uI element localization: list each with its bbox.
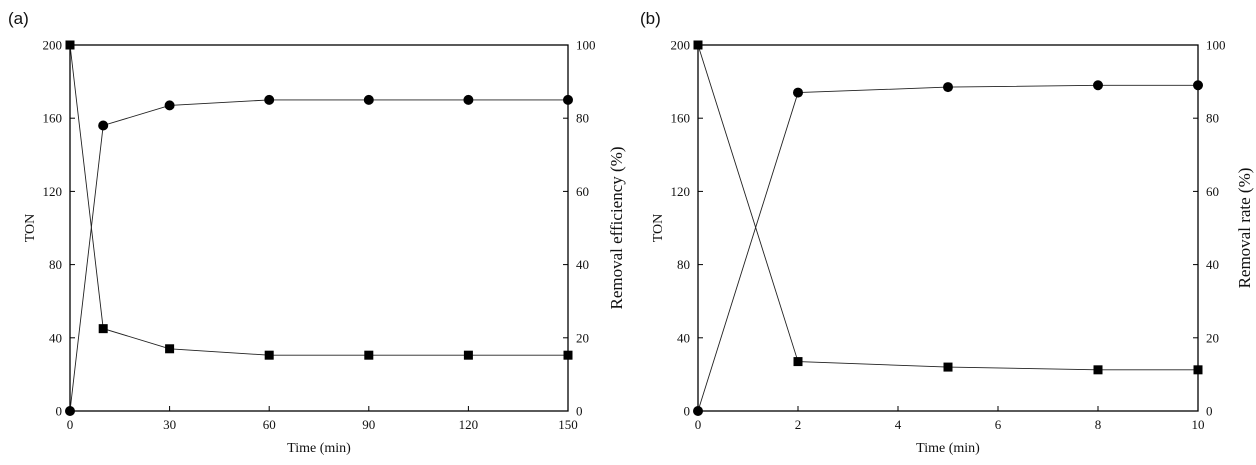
circle-marker	[98, 120, 109, 131]
series-line	[697, 84, 1198, 412]
square-marker	[693, 40, 703, 50]
x-tick-label: 8	[1095, 417, 1102, 432]
y-left-tick-label: 160	[671, 111, 691, 126]
x-tick-label: 0	[695, 417, 702, 432]
series-line	[697, 44, 1198, 371]
x-tick-label: 150	[558, 417, 578, 432]
series-ton	[693, 40, 1203, 375]
series-ton	[65, 40, 573, 360]
square-marker	[563, 350, 573, 360]
x-tick-label: 10	[1192, 417, 1205, 432]
square-marker	[1093, 365, 1103, 375]
y-left-tick-label: 80	[49, 257, 62, 272]
circle-marker	[1193, 80, 1203, 91]
plot-frame	[697, 44, 1199, 412]
chart-panel-b: (b)0 2 4 6 8 1004080120160200020406080100Time…	[640, 9, 1254, 456]
y-left-tick-label: 40	[677, 330, 690, 345]
y-right-tick-label: 20	[1206, 330, 1219, 345]
y-right-tick-label: 40	[576, 257, 589, 272]
panel-label: (a)	[8, 9, 29, 28]
circle-marker	[65, 406, 75, 416]
y-left-tick-label: 200	[43, 38, 63, 53]
circle-marker	[563, 94, 573, 105]
circle-marker	[264, 94, 275, 105]
x-tick-label: 6	[995, 417, 1002, 432]
plot-frame	[69, 44, 569, 412]
square-marker	[1193, 365, 1203, 375]
y-left-tick-label: 0	[56, 404, 63, 419]
x-axis-title: Time (min)	[916, 441, 980, 456]
circle-marker	[463, 94, 474, 105]
square-marker	[793, 357, 803, 367]
chart-panel-a: (a)0 30 60 90 120 150040801201602000204060801…	[8, 9, 626, 456]
y-right-tick-label: 80	[1206, 111, 1219, 126]
y-left-tick-label: 0	[684, 404, 691, 419]
y-left-tick-label: 120	[671, 184, 691, 199]
x-tick-label: 90	[362, 417, 375, 432]
circle-marker	[693, 406, 703, 416]
x-axis-title: Time (min)	[287, 441, 351, 456]
y-left-axis-title: TON	[23, 214, 38, 243]
square-marker	[364, 350, 374, 360]
y-left-axis-title: TON	[651, 214, 666, 243]
panel-label: (b)	[640, 9, 661, 28]
x-tick-label: 30	[163, 417, 176, 432]
x-tick-label: 60	[263, 417, 276, 432]
circle-marker	[793, 87, 803, 98]
y-right-tick-label: 40	[1206, 257, 1219, 272]
y-left-tick-label: 160	[43, 111, 63, 126]
series-removal	[693, 80, 1203, 416]
series-line	[69, 99, 568, 412]
y-right-tick-label: 60	[1206, 184, 1219, 199]
y-left-tick-label: 120	[43, 184, 63, 199]
circle-marker	[1093, 80, 1103, 91]
y-right-tick-label: 60	[576, 184, 589, 199]
square-marker	[165, 344, 175, 354]
y-right-tick-label: 0	[576, 404, 583, 419]
y-left-tick-label: 40	[49, 330, 62, 345]
y-right-tick-label: 20	[576, 330, 589, 345]
x-tick-label: 2	[795, 417, 802, 432]
y-right-axis-title: Removal efficiency (%)	[607, 146, 626, 309]
y-right-tick-label: 100	[576, 38, 596, 53]
square-marker	[98, 324, 108, 334]
series-line	[69, 44, 568, 356]
square-marker	[65, 40, 75, 50]
y-right-tick-label: 80	[576, 111, 589, 126]
y-right-axis-title: Removal rate (%)	[1235, 168, 1254, 289]
x-tick-label: 0	[67, 417, 74, 432]
y-left-tick-label: 80	[677, 257, 690, 272]
y-right-tick-label: 100	[1206, 38, 1226, 53]
square-marker	[943, 362, 953, 372]
y-right-tick-label: 0	[1206, 404, 1213, 419]
square-marker	[264, 350, 274, 360]
x-tick-label: 4	[895, 417, 902, 432]
square-marker	[463, 350, 473, 360]
x-tick-label: 120	[459, 417, 479, 432]
series-removal	[65, 94, 573, 416]
circle-marker	[943, 82, 953, 93]
y-left-tick-label: 200	[671, 38, 691, 53]
circle-marker	[164, 100, 175, 111]
circle-marker	[363, 94, 374, 105]
